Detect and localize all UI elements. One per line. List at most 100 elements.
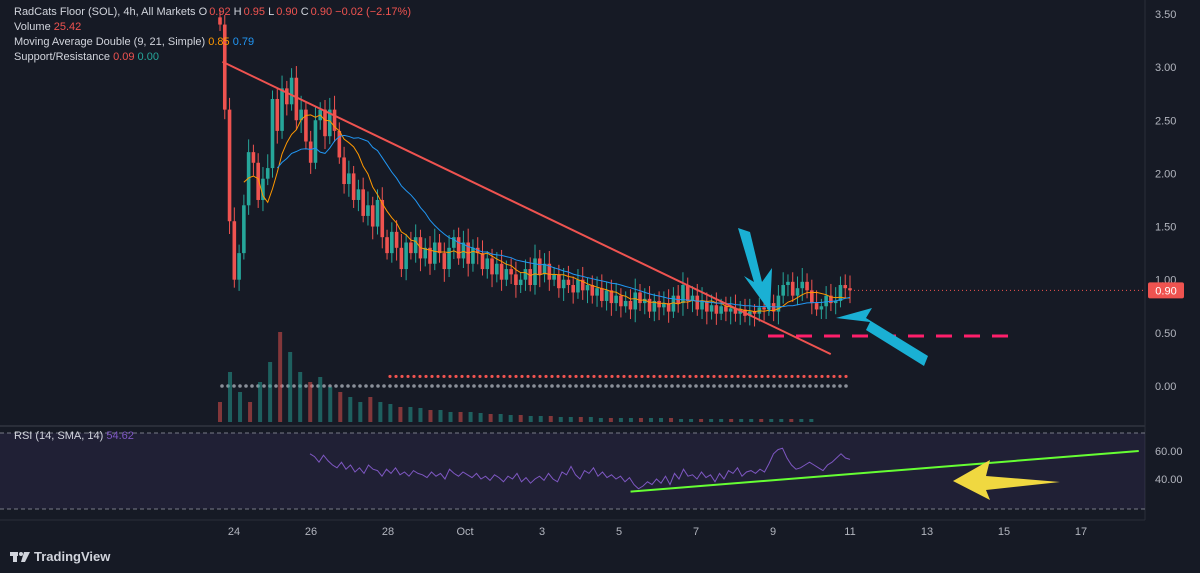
resistance-dot: [508, 374, 512, 379]
time-tick-label: 15: [998, 526, 1010, 538]
candle-body: [275, 98, 280, 131]
support-dot: [484, 384, 488, 388]
resistance-dot: [700, 374, 704, 379]
ma-legend[interactable]: Moving Average Double (9, 21, Simple) 0.…: [14, 35, 254, 49]
candle-body: [814, 303, 819, 310]
resistance-dot: [664, 374, 668, 379]
volume-bar: [608, 418, 613, 422]
candle-body: [829, 295, 833, 304]
candle-body: [800, 281, 805, 289]
support-dot: [328, 384, 332, 388]
resistance-dot: [460, 374, 464, 379]
ohlc-open-label: O: [198, 6, 208, 18]
resistance-dot: [532, 374, 536, 379]
volume-bar: [298, 372, 303, 422]
rsi-tick-label: 60.00: [1155, 446, 1183, 458]
support-dot: [388, 384, 392, 388]
support-dot: [454, 384, 458, 388]
sr-legend[interactable]: Support/Resistance 0.09 0.00: [14, 50, 159, 64]
volume-bar: [709, 419, 714, 422]
volume-legend[interactable]: Volume 25.42: [14, 20, 81, 34]
volume-bar: [318, 377, 323, 422]
volume-bar: [338, 392, 343, 422]
volume-bar: [268, 362, 273, 422]
ohlc-low-label: L: [268, 6, 275, 18]
support-dot: [472, 384, 476, 388]
support-dot: [262, 384, 266, 388]
brand-name: TradingView: [34, 549, 111, 564]
support-dot: [766, 384, 770, 388]
support-dot: [550, 384, 554, 388]
candle-body: [528, 269, 533, 286]
tradingview-logo[interactable]: TradingView: [10, 549, 110, 564]
resistance-dot: [616, 374, 620, 379]
volume-bar: [628, 418, 633, 422]
support-dot: [616, 384, 620, 388]
symbol-legend: RadCats Floor (SOL), 4h, All Markets O 0.…: [14, 5, 411, 19]
candle-body: [795, 288, 800, 296]
volume-bar: [468, 412, 473, 422]
volume-bar: [418, 408, 423, 422]
resistance-dot: [598, 374, 602, 379]
candle-body: [700, 300, 704, 310]
time-tick-label: 17: [1075, 526, 1087, 538]
support-dot: [220, 384, 224, 388]
volume-bar: [538, 416, 543, 422]
resistance-dot: [526, 374, 530, 379]
candle-body: [671, 295, 676, 312]
candle-body: [347, 173, 351, 185]
support-dot: [448, 384, 452, 388]
support-dot: [538, 384, 542, 388]
resistance-dot: [418, 374, 422, 379]
resistance-dot: [802, 374, 806, 379]
volume-bar: [498, 414, 503, 422]
candle-body: [733, 308, 738, 314]
price-tick-label: 2.50: [1155, 115, 1176, 127]
sr-support-value: 0.00: [137, 51, 159, 63]
candle-body: [428, 247, 432, 264]
resistance-dot: [484, 374, 488, 379]
rsi-legend[interactable]: RSI (14, SMA, 14) 54.62: [14, 430, 134, 442]
resistance-dot: [814, 374, 818, 379]
support-dot: [436, 384, 440, 388]
time-tick-label: 9: [770, 526, 776, 538]
volume-bar: [729, 419, 734, 422]
time-tick-label: 5: [616, 526, 622, 538]
volume-bar: [779, 419, 784, 422]
resistance-dot: [568, 374, 572, 379]
candle-body: [485, 258, 490, 270]
support-dot: [808, 384, 812, 388]
volume-bar: [669, 418, 674, 422]
candle-body: [270, 98, 275, 169]
candle-body: [437, 242, 442, 254]
resistance-dot: [442, 374, 446, 379]
resistance-dot: [658, 374, 662, 379]
support-dot: [442, 384, 446, 388]
volume-bar: [749, 419, 754, 422]
support-dot: [364, 384, 368, 388]
price-tick-label: 0.00: [1155, 381, 1176, 393]
volume-bar: [398, 407, 403, 422]
volume-bar: [588, 417, 593, 422]
volume-bar: [288, 352, 293, 422]
volume-bar: [438, 410, 443, 422]
support-dot: [238, 384, 242, 388]
ma-slow-value: 0.79: [232, 36, 255, 48]
candle-body: [762, 307, 766, 310]
annotation-arrow-cyan-top: [738, 228, 772, 312]
candle-body: [571, 285, 575, 293]
candle-body: [261, 178, 265, 200]
candle-body: [413, 237, 418, 254]
candle-body: [681, 285, 685, 304]
candle-body: [514, 274, 518, 286]
support-dot: [664, 384, 668, 388]
support-dot: [646, 384, 650, 388]
rsi-value: 54.62: [106, 430, 134, 442]
candle-body: [313, 120, 318, 163]
resistance-dot: [634, 374, 638, 379]
volume-bar: [358, 402, 363, 422]
candle-body: [518, 279, 523, 286]
time-tick-label: 24: [228, 526, 240, 538]
volume-bar: [719, 419, 724, 422]
